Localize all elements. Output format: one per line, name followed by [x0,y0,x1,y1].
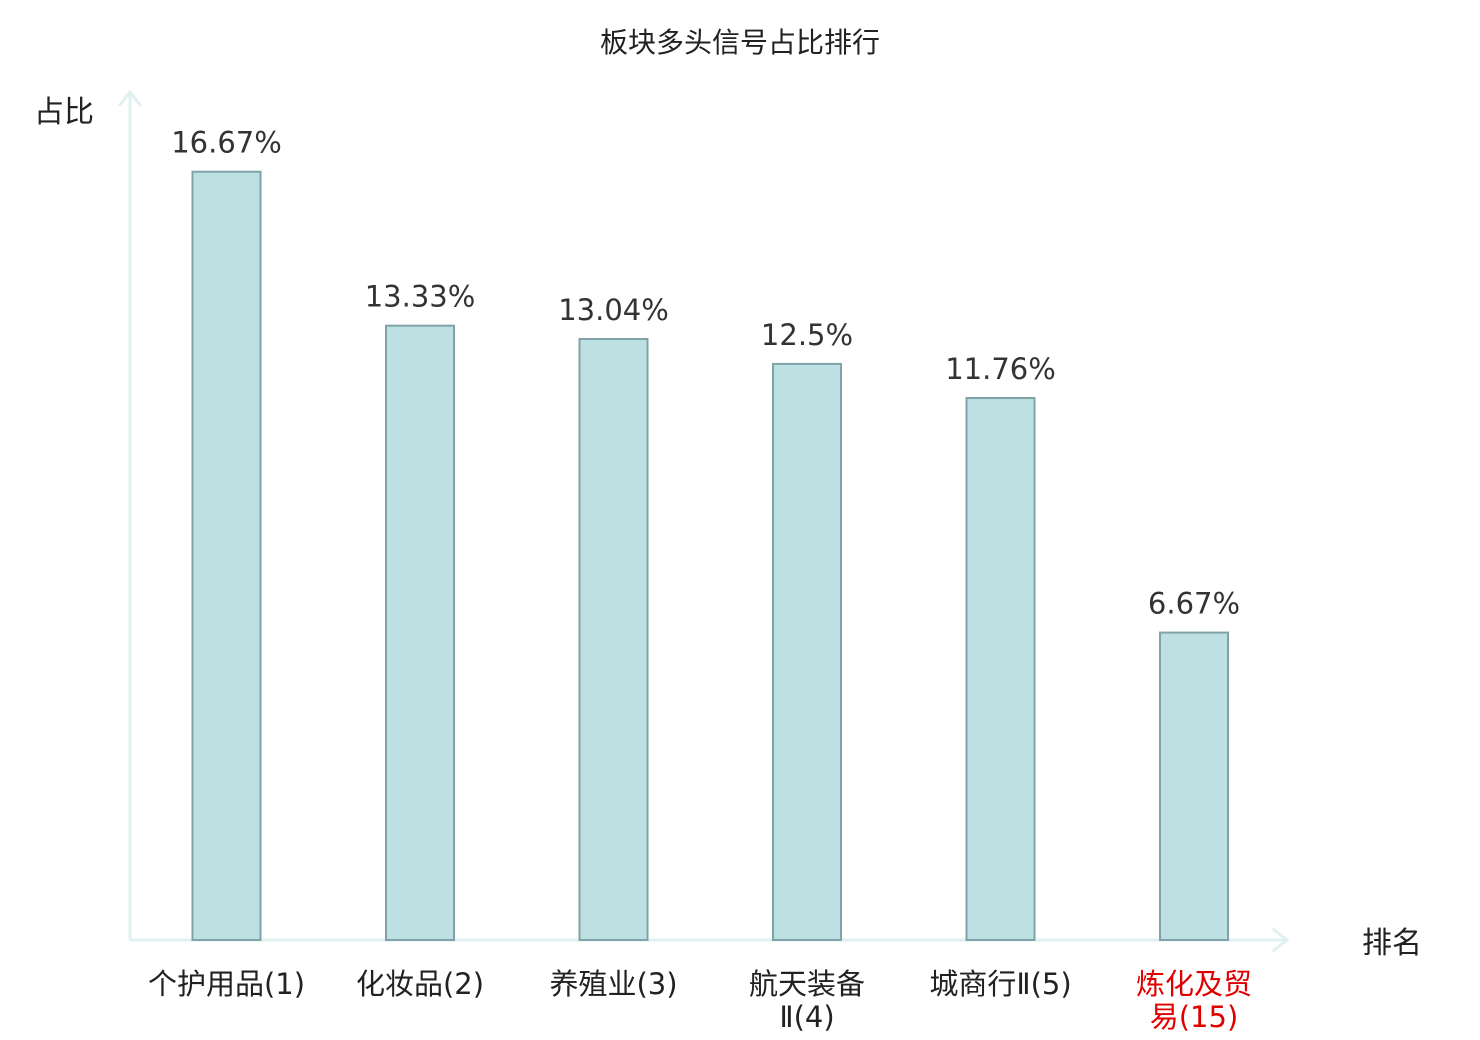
value-label: 16.67% [171,126,282,160]
x-axis-arrow-icon [1272,927,1290,953]
category-label: 易(15) [1150,1000,1239,1034]
category-label: 个护用品(1) [148,967,305,1001]
x-axis-label: 排名 [1362,926,1422,961]
category-label: Ⅱ(4) [779,1000,834,1034]
value-label: 11.76% [945,352,1056,386]
value-label: 6.67% [1148,587,1240,621]
chart-title: 板块多头信号占比排行 [600,26,880,59]
y-axis-arrow-icon [117,89,143,107]
category-label: 养殖业(3) [549,967,677,1001]
bar [772,362,842,942]
value-label: 12.5% [761,318,853,352]
bar [965,397,1036,941]
value-label: 13.04% [558,293,669,327]
bar [578,338,649,942]
bar [1159,631,1229,941]
category-label: 化妆品(2) [356,967,484,1001]
category-label: 炼化及贸 [1136,967,1252,1001]
category-label: 航天装备 [749,967,865,1001]
bar [191,170,262,942]
bar [385,324,455,941]
bars-group: 16.67% 个护用品(1) 13.33% 化妆品(2) 13.04% 养殖业(3) 12.… [148,126,1252,1034]
value-label: 13.33% [365,280,476,314]
y-axis-label: 占比 [34,95,94,130]
category-label: 城商行Ⅱ(5) [929,967,1071,1001]
